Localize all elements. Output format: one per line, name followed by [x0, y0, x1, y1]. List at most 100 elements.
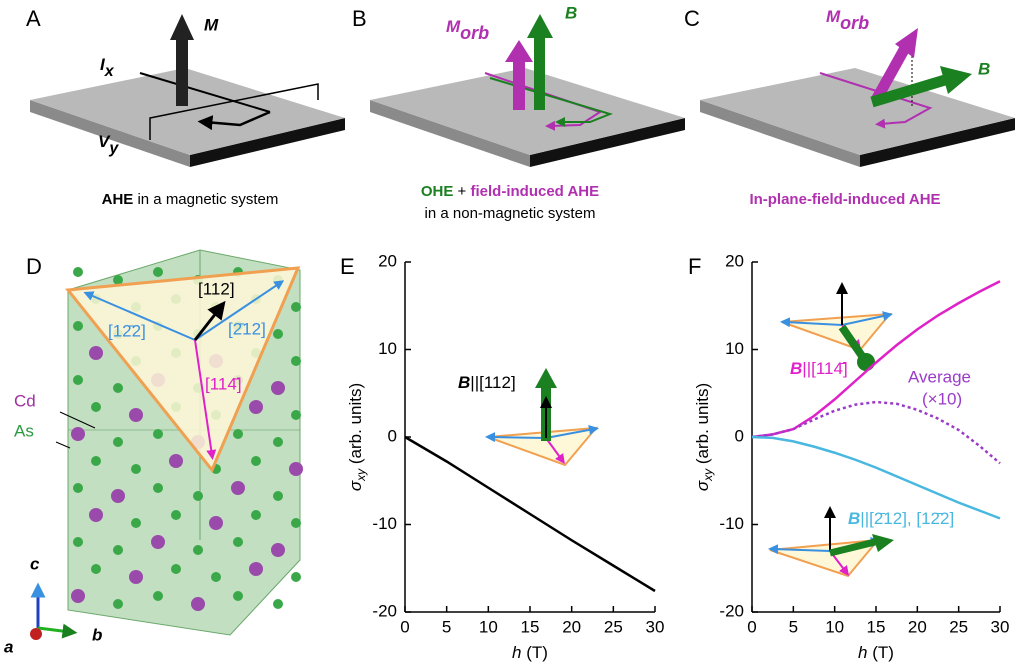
as-atom	[211, 572, 221, 582]
y-axis-label: σxy (arb. units)	[693, 383, 715, 491]
annotation: B||[2̄12], [12̄2]	[848, 509, 954, 528]
cd-atom	[231, 481, 245, 495]
as-atom	[153, 267, 163, 277]
as-atom	[233, 537, 243, 547]
as-atom	[273, 599, 283, 609]
label-b: B	[565, 3, 577, 22]
x-tick-label: 15	[521, 617, 540, 636]
as-atom	[251, 510, 261, 520]
as-atom	[291, 518, 301, 528]
label-b: B	[978, 59, 990, 78]
cd-atom	[129, 570, 143, 584]
y-tick-label: 20	[725, 251, 744, 270]
as-atom	[171, 510, 181, 520]
x-axis-unit: (T)	[868, 643, 894, 662]
x-tick-label: 5	[442, 617, 451, 636]
dir-arrow	[193, 300, 226, 341]
caption-c: In-plane-field-induced AHE	[749, 191, 940, 208]
y-axis-rest: (arb. units)	[346, 383, 365, 469]
label-morb: Morb	[446, 17, 489, 42]
dir-label: [12̄2]	[108, 321, 146, 340]
y-axis-sub: xy	[701, 468, 715, 482]
inset-f	[768, 282, 894, 578]
as-atom	[251, 456, 261, 466]
y-axis-sub: xy	[354, 468, 368, 482]
as-atom	[91, 564, 101, 574]
axis-label: a	[4, 637, 13, 656]
y-tick-label: -20	[372, 601, 397, 620]
caption-b2: in a non-magnetic system	[425, 205, 596, 222]
b-arrow	[870, 74, 947, 108]
as-atom	[291, 302, 301, 312]
x-tick-label: 25	[604, 617, 623, 636]
cd-atom	[271, 543, 285, 557]
morb-arrow-head	[505, 40, 533, 62]
dir-label: [112]	[198, 279, 235, 298]
x-tick-label: 20	[908, 617, 927, 636]
as-atom	[113, 545, 123, 555]
current-line	[139, 72, 271, 113]
triangle	[65, 266, 301, 473]
as-atom	[291, 572, 301, 582]
y-tick-label: 20	[378, 251, 397, 270]
cd-atom	[289, 462, 303, 476]
x-axis-unit: (T)	[522, 643, 548, 662]
as-atom	[113, 437, 123, 447]
axis-a	[30, 628, 42, 640]
y-tick-label: 10	[725, 339, 744, 358]
y-axis-rest: (arb. units)	[693, 383, 712, 469]
morb-arrow	[513, 60, 525, 110]
orbital-path	[819, 72, 933, 129]
as-atom	[291, 410, 301, 420]
y-tick-label: -10	[719, 514, 744, 533]
data-line	[751, 435, 1001, 520]
cd-atom	[151, 535, 165, 549]
caption-b: OHE + field-induced AHE	[421, 183, 599, 200]
annotation: B||[114̄]	[790, 359, 848, 378]
m-arrow	[176, 38, 188, 106]
panel-letter: D	[26, 254, 42, 279]
as-atom	[113, 275, 123, 285]
cd-atom	[191, 597, 205, 611]
y-tick-label: -10	[372, 514, 397, 533]
x-axis-symbol: h	[512, 643, 521, 662]
spin-path	[489, 77, 614, 127]
atoms	[71, 267, 303, 611]
as-atom	[291, 356, 301, 366]
x-axis-label: h (T)	[858, 643, 894, 662]
axis-b	[37, 623, 78, 639]
cd-atom	[89, 508, 103, 522]
b-arrow	[534, 36, 545, 110]
cd-atom	[129, 408, 143, 422]
morb-arrow-head	[895, 28, 918, 58]
as-atom	[273, 437, 283, 447]
y-tick-label: 10	[378, 339, 397, 358]
as-atom	[131, 518, 141, 528]
as-atom	[91, 402, 101, 412]
panel-letter: F	[688, 254, 701, 279]
as-atom	[153, 591, 163, 601]
dir-arrow	[194, 339, 217, 460]
as-atom	[91, 456, 101, 466]
slab	[370, 68, 685, 167]
label-v: Vy	[98, 132, 119, 157]
cd-atom	[249, 400, 263, 414]
data-line	[404, 435, 656, 593]
cd-atom	[249, 562, 263, 576]
y-axis-symbol: σ	[693, 480, 712, 491]
x-tick-label: 0	[747, 617, 756, 636]
as-atom	[113, 599, 123, 609]
label-morb: Morb	[826, 7, 869, 32]
slab	[30, 68, 345, 167]
voltage-line	[149, 83, 319, 140]
panel-letter: B	[352, 6, 367, 31]
label-m: M	[204, 15, 219, 34]
as-atom	[73, 537, 83, 547]
label-i: Ix	[100, 55, 115, 80]
caption-a: AHE in a magnetic system	[102, 191, 279, 208]
label-cd: Cd	[14, 391, 36, 410]
annotation: (×10)	[922, 389, 962, 408]
axis-label: c	[30, 554, 40, 573]
x-tick-label: 0	[400, 617, 409, 636]
x-axis-label: h (T)	[512, 643, 548, 662]
